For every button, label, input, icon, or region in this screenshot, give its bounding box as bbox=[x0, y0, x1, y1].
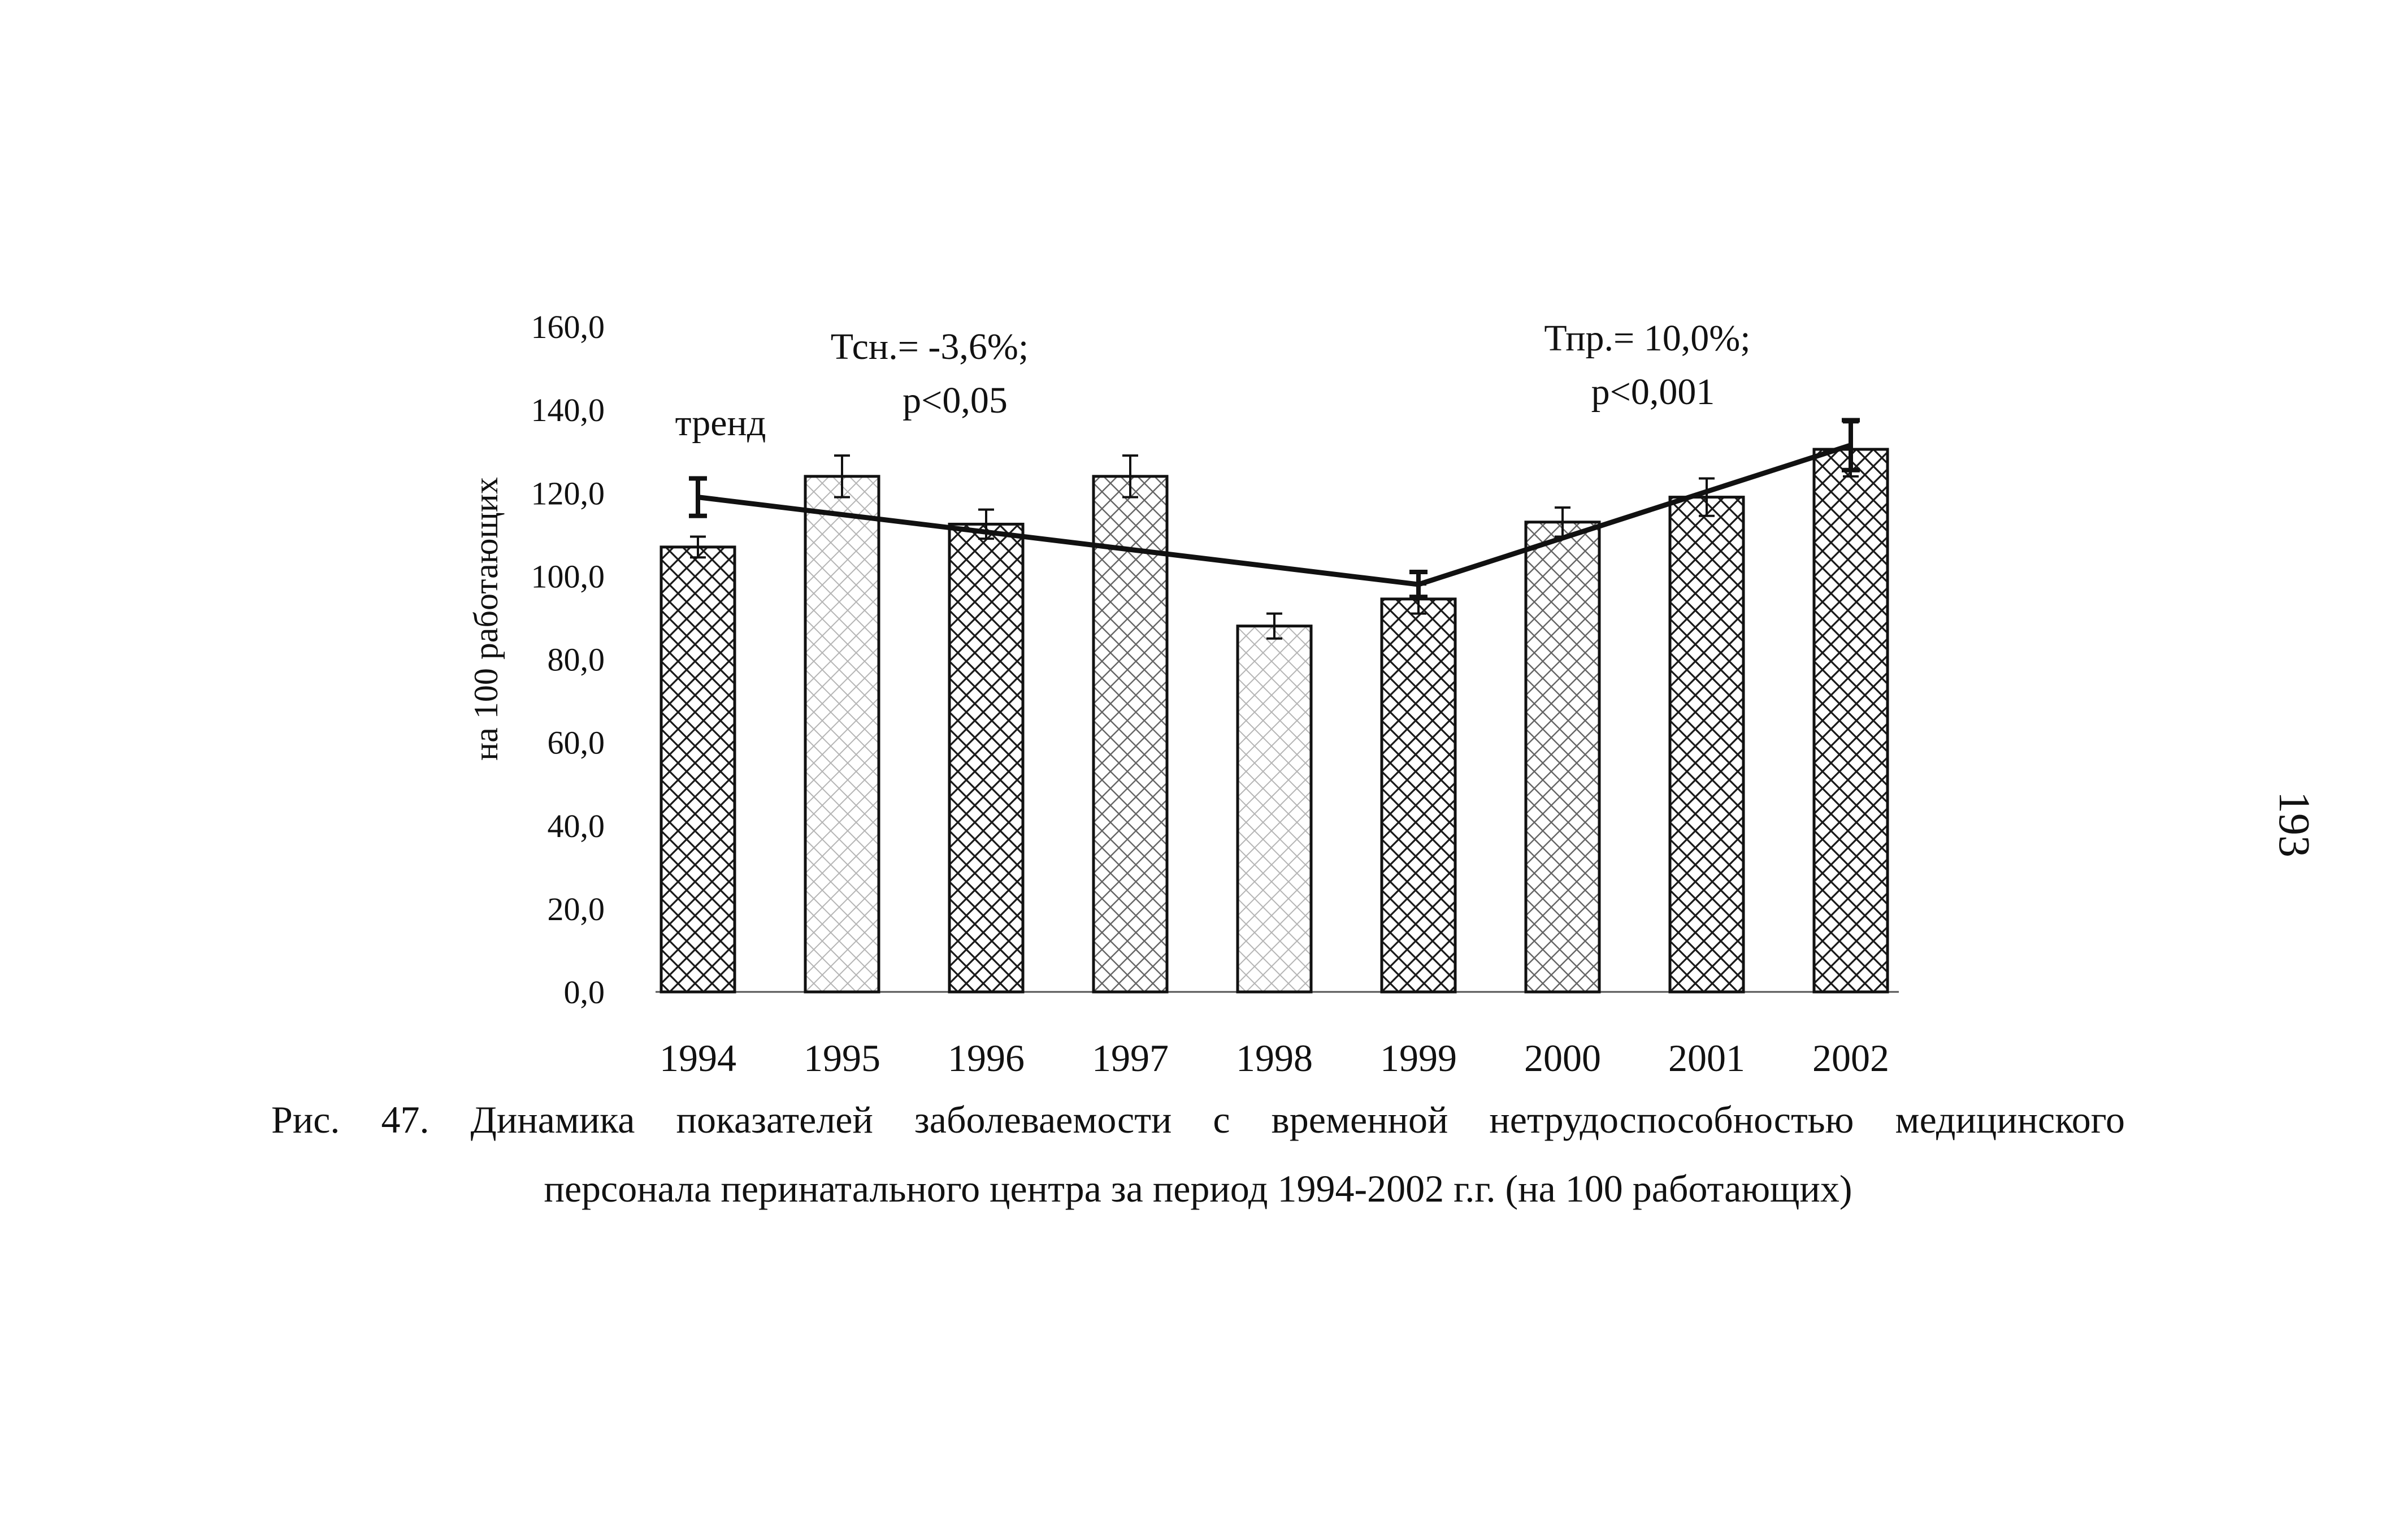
y-tick-label: 100,0 bbox=[531, 558, 605, 595]
y-axis-label: на 100 работающих bbox=[467, 477, 505, 761]
x-tick-label: 1997 bbox=[1092, 1037, 1169, 1080]
annotation-decline-p: р<0,05 bbox=[903, 380, 1008, 421]
figure-caption: Рис. 47. Динамика показателей заболеваем… bbox=[271, 1085, 2125, 1223]
x-tick-label: 1996 bbox=[948, 1037, 1025, 1080]
trend-error-bars bbox=[689, 418, 1860, 600]
error-bar-2001 bbox=[1699, 477, 1715, 517]
x-tick-label: 1995 bbox=[804, 1037, 880, 1080]
x-tick-label: 2001 bbox=[1668, 1037, 1745, 1080]
caption-line-1: Рис. 47. Динамика показателей заболеваем… bbox=[271, 1098, 2125, 1141]
y-tick-label: 160,0 bbox=[531, 309, 605, 345]
bars bbox=[660, 448, 1889, 994]
annotation-growth-p: р<0,001 bbox=[1591, 371, 1715, 413]
bar-1995 bbox=[804, 475, 880, 994]
trend-point-1999 bbox=[1409, 570, 1428, 600]
y-tick-label: 40,0 bbox=[548, 808, 605, 844]
annotation-growth-rate: Тпр.= 10,0%; bbox=[1544, 318, 1750, 359]
caption-line-2: персонала перинатального центра за перио… bbox=[544, 1167, 1852, 1210]
y-tick-label: 60,0 bbox=[548, 725, 605, 761]
x-tick-label: 2000 bbox=[1524, 1037, 1601, 1080]
bar-2001 bbox=[1668, 496, 1745, 994]
bar-1994 bbox=[660, 545, 736, 994]
bar-1996 bbox=[948, 522, 1025, 994]
error-bar-1995 bbox=[834, 454, 850, 498]
x-tick-label: 1999 bbox=[1380, 1037, 1457, 1080]
error-bar-1998 bbox=[1266, 612, 1282, 640]
bar-2002 bbox=[1812, 448, 1889, 994]
error-bar-1997 bbox=[1122, 454, 1138, 498]
y-axis-ticks: 160,0 140,0 120,0 100,0 80,0 60,0 40,0 2… bbox=[531, 309, 605, 1011]
trend-point-1994 bbox=[689, 476, 707, 518]
y-tick-label: 120,0 bbox=[531, 475, 605, 511]
bar-1998 bbox=[1236, 625, 1313, 994]
bar-1999 bbox=[1380, 597, 1457, 994]
bar-1997 bbox=[1092, 475, 1169, 994]
annotation-decline-rate: Тсн.= -3,6%; bbox=[831, 326, 1029, 367]
trend-label: тренд bbox=[675, 402, 766, 444]
y-tick-label: 80,0 bbox=[548, 641, 605, 678]
y-tick-label: 0,0 bbox=[564, 974, 605, 1011]
x-tick-label: 2002 bbox=[1812, 1037, 1889, 1080]
error-bar-1994 bbox=[690, 535, 706, 559]
x-tick-label: 1998 bbox=[1236, 1037, 1313, 1080]
x-tick-label: 1994 bbox=[660, 1037, 736, 1080]
page-number: 193 bbox=[2270, 791, 2319, 857]
y-tick-label: 20,0 bbox=[548, 891, 605, 927]
y-tick-label: 140,0 bbox=[531, 392, 605, 428]
bar-2000 bbox=[1524, 521, 1601, 994]
trend-point-2002 bbox=[1842, 418, 1860, 472]
x-axis-labels: 1994 1995 1996 1997 1998 1999 2000 2001 2002 bbox=[660, 1037, 1889, 1080]
